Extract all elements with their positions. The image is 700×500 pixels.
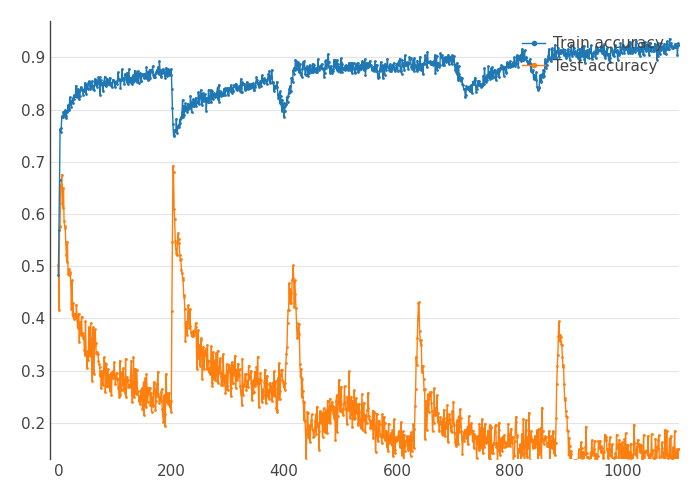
Test accuracy — [211, 350, 220, 356]
Test accuracy — [531, 436, 540, 442]
Test accuracy — [84, 357, 92, 363]
Legend: Train accuracy, Test accuracy: Train accuracy, Test accuracy — [514, 28, 671, 82]
Test accuracy — [102, 382, 110, 388]
Train accuracy — [211, 92, 220, 98]
Test accuracy — [651, 436, 659, 442]
Train accuracy — [674, 42, 682, 48]
Train accuracy — [54, 272, 62, 278]
Line: Test accuracy: Test accuracy — [57, 164, 680, 500]
Train accuracy — [102, 83, 110, 89]
Train accuracy — [311, 68, 319, 73]
Train accuracy — [650, 46, 659, 52]
Train accuracy — [666, 36, 674, 42]
Train accuracy — [84, 80, 92, 86]
Train accuracy — [531, 74, 540, 80]
Test accuracy — [54, 262, 62, 268]
Test accuracy — [312, 412, 320, 418]
Test accuracy — [674, 446, 682, 452]
Test accuracy — [169, 163, 177, 169]
Test accuracy — [575, 496, 584, 500]
Line: Train accuracy: Train accuracy — [57, 38, 680, 276]
